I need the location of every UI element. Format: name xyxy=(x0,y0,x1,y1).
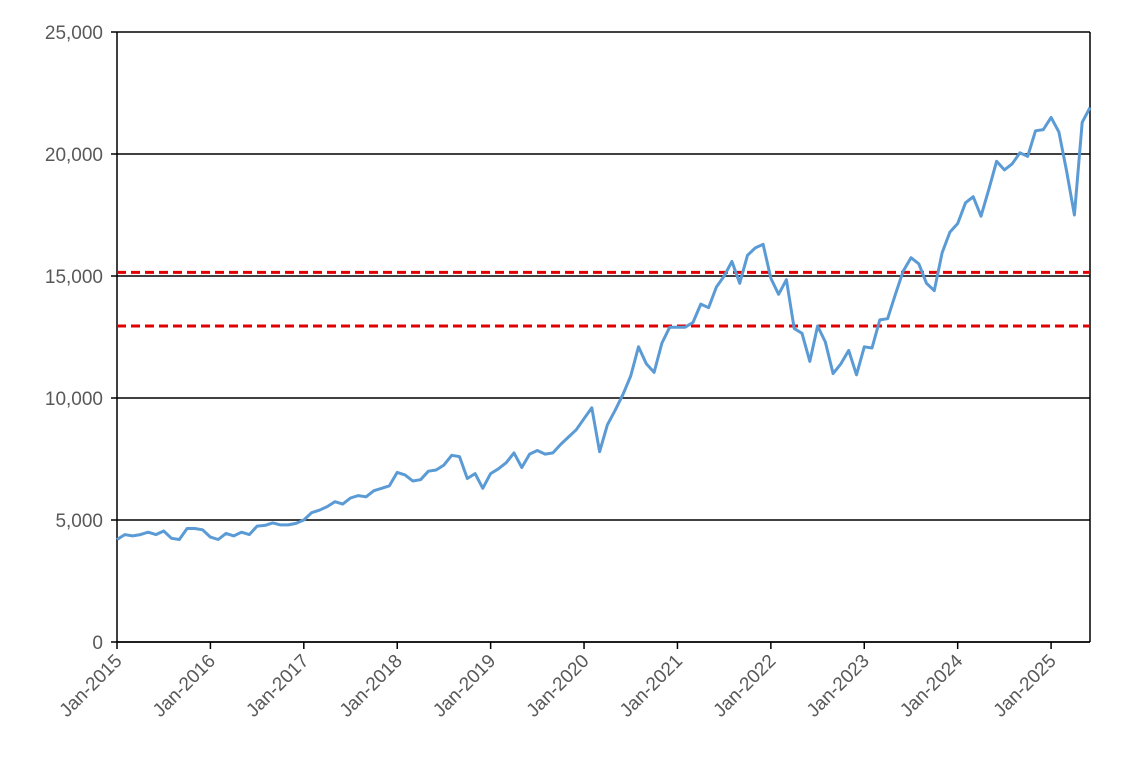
x-tick-label: Jan-2019 xyxy=(429,651,500,722)
x-tick-label: Jan-2015 xyxy=(56,651,127,722)
data-line xyxy=(116,106,1092,541)
x-tick-label: Jan-2017 xyxy=(242,651,313,722)
x-tick-label: Jan-2023 xyxy=(803,651,874,722)
x-tick-label: Jan-2025 xyxy=(990,651,1061,722)
y-tick-label: 15,000 xyxy=(45,267,103,288)
x-tick-label: Jan-2018 xyxy=(336,651,407,722)
x-tick-label: Jan-2016 xyxy=(149,651,220,722)
y-tick-label: 0 xyxy=(92,633,103,654)
y-tick-label: 25,000 xyxy=(45,23,103,44)
x-tick-label: Jan-2021 xyxy=(616,651,687,722)
y-tick-label: 10,000 xyxy=(45,389,103,410)
y-tick-label: 20,000 xyxy=(45,145,103,166)
y-tick-label: 5,000 xyxy=(55,511,103,532)
x-tick-label: Jan-2022 xyxy=(710,651,781,722)
x-tick-label: Jan-2024 xyxy=(896,650,967,721)
x-tick-label: Jan-2020 xyxy=(523,651,594,722)
